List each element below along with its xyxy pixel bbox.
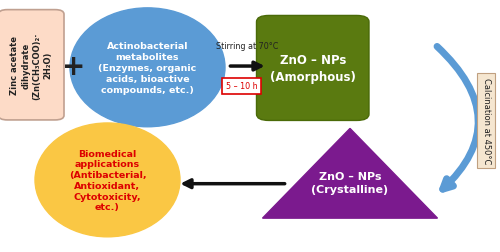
Text: Calcination at 450°C: Calcination at 450°C [482, 78, 490, 164]
Text: Stirring at 70°C: Stirring at 70°C [216, 41, 278, 50]
Text: Actinobacterial
metabolites
(Enzymes, organic
acids, bioactive
compounds, etc.): Actinobacterial metabolites (Enzymes, or… [98, 41, 196, 95]
Text: 5 – 10 h: 5 – 10 h [226, 82, 258, 91]
Polygon shape [262, 129, 438, 218]
Text: +: + [62, 53, 86, 81]
Ellipse shape [70, 9, 225, 127]
Text: ZnO – NPs
(Amorphous): ZnO – NPs (Amorphous) [270, 54, 356, 84]
FancyBboxPatch shape [256, 16, 369, 121]
Ellipse shape [35, 123, 180, 237]
Text: Biomedical
applications
(Antibacterial,
Antioxidant,
Cytotoxicity,
etc.): Biomedical applications (Antibacterial, … [68, 149, 146, 211]
Text: ZnO – NPs
(Crystalline): ZnO – NPs (Crystalline) [312, 171, 388, 194]
Text: Zinc acetate
dihydrate
(Zn(CH₃COO)₂·
2H₂O): Zinc acetate dihydrate (Zn(CH₃COO)₂· 2H₂… [10, 32, 52, 99]
FancyBboxPatch shape [0, 11, 64, 120]
